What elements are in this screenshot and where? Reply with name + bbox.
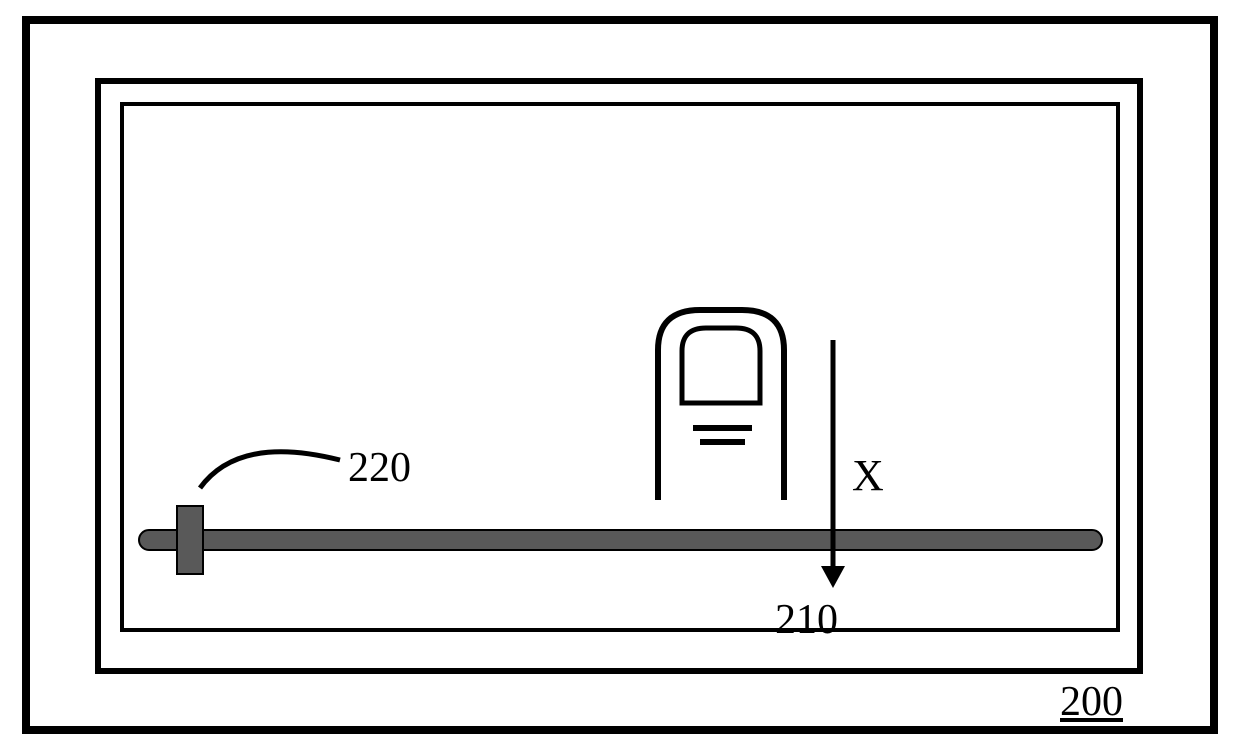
slider-handle[interactable] [176, 505, 204, 575]
label-220: 220 [348, 444, 411, 492]
device-screen [120, 102, 1120, 632]
slider-track[interactable] [138, 529, 1103, 551]
label-200: 200 [1060, 678, 1123, 726]
label-x: X [852, 450, 884, 501]
label-210: 210 [775, 596, 838, 644]
diagram-canvas: 220 X 210 200 [0, 0, 1240, 752]
